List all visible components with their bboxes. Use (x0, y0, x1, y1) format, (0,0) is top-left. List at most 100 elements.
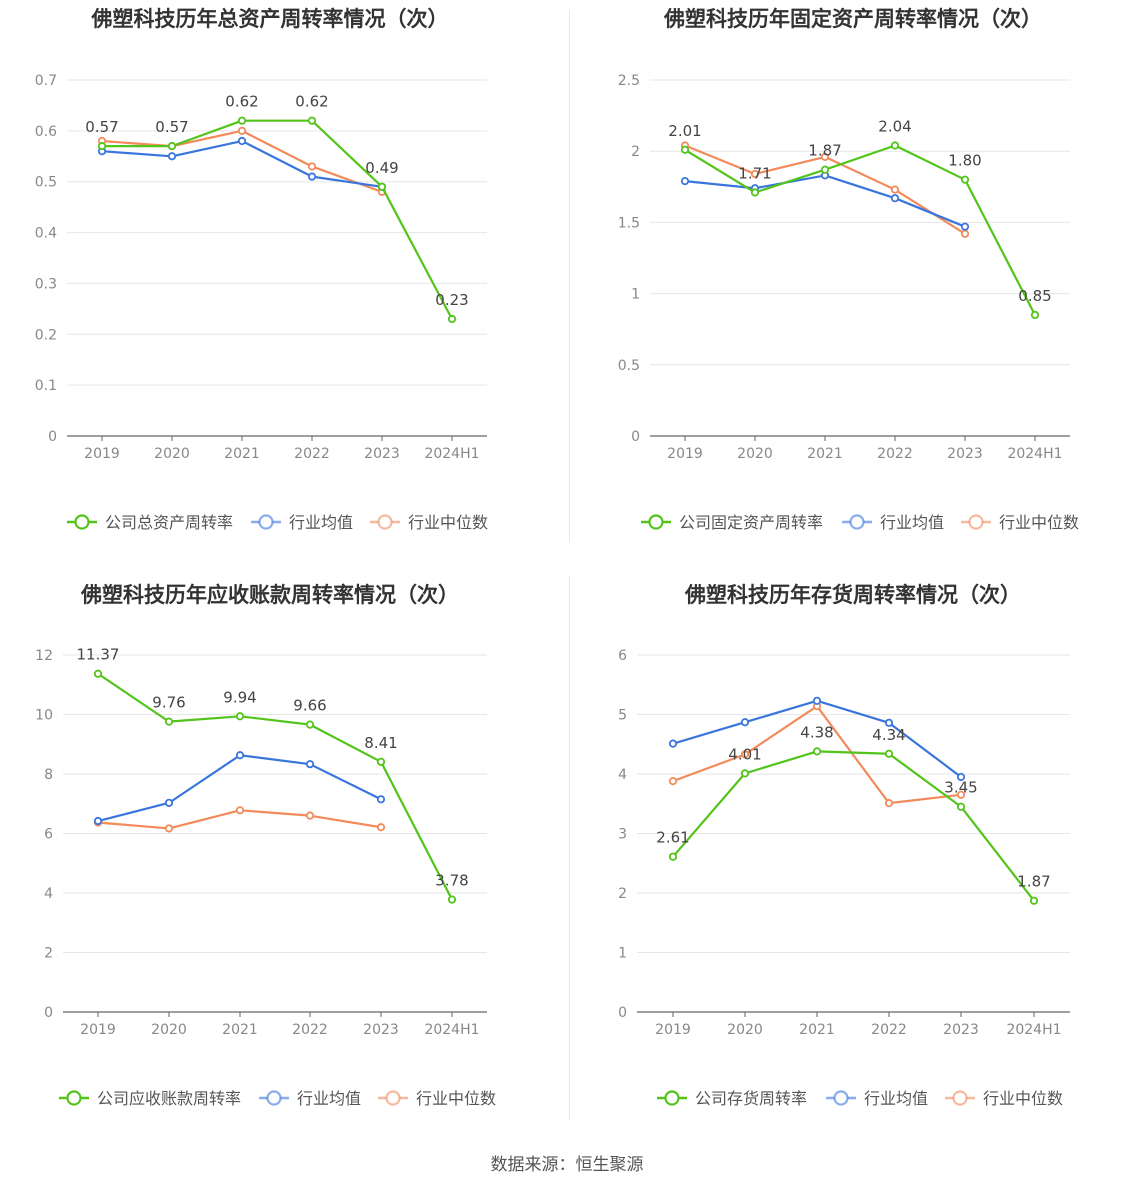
y-tick-label: 1.5 (618, 215, 640, 231)
legend-marker (952, 1090, 968, 1106)
legend-marker (66, 1090, 82, 1106)
legend-label: 公司总资产周转率 (105, 513, 233, 532)
legend-label: 行业均值 (864, 1089, 928, 1108)
x-tick-label: 2020 (737, 446, 773, 462)
data-label: 1.87 (808, 142, 841, 160)
y-tick-label: 0.4 (35, 226, 57, 242)
data-label: 4.38 (800, 723, 833, 741)
data-point-company (1030, 310, 1040, 320)
chart-panel-total-asset-turnover: 佛塑科技历年总资产周转率情况（次） 0 0.1 0.2 0.3 0.4 0.5 0.6 0.7 2… (0, 0, 567, 575)
legend-item-median: 行业中位数 (370, 513, 488, 532)
data-label: 2.04 (878, 118, 911, 136)
x-tick-label: 2020 (727, 1022, 763, 1038)
data-point-median (376, 823, 386, 832)
legend-label: 行业中位数 (999, 513, 1079, 532)
x-tick-label: 2024H1 (424, 1022, 479, 1038)
y-tick-label: 2.5 (618, 73, 640, 89)
data-point-avg (237, 136, 247, 146)
series-line-company (684, 144, 1036, 316)
data-label: 1.71 (738, 164, 771, 182)
y-tick-label: 1 (618, 946, 627, 962)
y-tick-label: 2 (631, 144, 640, 160)
legend-item-company: 公司应收账款周转率 (59, 1089, 241, 1108)
chart-fixed-asset-turnover: 佛塑科技历年固定资产周转率情况（次） 0 0.5 1 1.5 2 2.5 2019 2020 20… (618, 7, 1079, 532)
legend-marker (833, 1090, 849, 1106)
data-label: 0.49 (365, 159, 398, 177)
data-source-note: 数据来源：恒生聚源 (490, 1155, 644, 1175)
data-point-company (956, 802, 966, 811)
data-point-company (820, 165, 830, 174)
data-point-median (820, 152, 830, 161)
data-point-median (960, 229, 970, 238)
x-tick-label: 2023 (947, 446, 983, 462)
data-point-company (167, 142, 177, 151)
data-point-company (960, 175, 970, 184)
y-tick-label: 10 (35, 708, 53, 724)
series-line-company (672, 750, 1035, 902)
y-tick-label: 0.5 (618, 358, 640, 374)
y-tick-label: 1 (631, 287, 640, 303)
legend-marker (664, 1090, 680, 1106)
y-tick-label: 8 (44, 767, 53, 783)
x-tick-label: 2024H1 (1007, 446, 1062, 462)
legend-label: 行业均值 (880, 513, 944, 532)
legend-marker (74, 514, 90, 530)
data-label: 0.57 (85, 118, 118, 136)
y-tick-label: 6 (44, 827, 53, 843)
legend-item-avg: 行业均值 (842, 513, 944, 532)
y-tick-label: 4 (44, 886, 53, 902)
data-point-company (164, 717, 174, 726)
data-label: 9.94 (223, 688, 256, 706)
chart-panel-inventory-turnover: 佛塑科技历年存货周转率情况（次） 0 1 2 3 4 5 6 2019 2020 2021 2022 2… (567, 575, 1134, 1150)
data-label: 3.78 (435, 872, 468, 890)
chart-total-asset-turnover: 佛塑科技历年总资产周转率情况（次） 0 0.1 0.2 0.3 0.4 0.5 0.6 0.7 2… (35, 7, 488, 532)
data-label: 11.37 (77, 646, 120, 664)
legend-label: 公司存货周转率 (695, 1089, 807, 1108)
data-point-avg (307, 172, 317, 181)
legend-item-avg: 行业均值 (826, 1089, 928, 1108)
x-tick-label: 2023 (363, 1022, 399, 1038)
data-label: 4.34 (872, 726, 905, 744)
data-point-median (750, 169, 760, 179)
y-tick-label: 0.2 (35, 327, 57, 343)
legend-label: 公司固定资产周转率 (679, 513, 823, 532)
data-point-company (812, 747, 822, 756)
legend-marker (849, 514, 865, 530)
data-label: 1.80 (948, 152, 981, 170)
data-point-company (376, 757, 386, 766)
data-point-avg (167, 152, 177, 161)
legend-label: 行业均值 (297, 1089, 361, 1108)
y-tick-label: 12 (35, 648, 53, 664)
x-tick-label: 2019 (655, 1022, 691, 1038)
legend-item-median: 行业中位数 (961, 513, 1079, 532)
legend-label: 行业中位数 (408, 513, 488, 532)
y-tick-label: 5 (618, 708, 627, 724)
data-point-company (305, 720, 315, 729)
data-point-company (884, 749, 894, 758)
data-label: 0.57 (155, 118, 188, 136)
divider-bottom (569, 575, 570, 1120)
x-tick-label: 2024H1 (1006, 1022, 1061, 1038)
chart-receivables-turnover: 佛塑科技历年应收账款周转率情况（次） 0 2 4 6 8 10 12 2019 2020 2021 2… (35, 583, 496, 1108)
divider-top (569, 10, 570, 542)
legend-item-company: 公司固定资产周转率 (641, 513, 823, 532)
data-point-median (884, 799, 894, 808)
data-label: 9.76 (152, 694, 185, 712)
y-tick-label: 2 (618, 886, 627, 902)
y-tick-label: 6 (618, 648, 627, 664)
data-point-company (750, 188, 760, 197)
legend-item-median: 行业中位数 (945, 1089, 1063, 1108)
data-point-company (668, 852, 678, 861)
data-point-median (235, 806, 245, 815)
legend-label: 行业均值 (289, 513, 353, 532)
data-point-avg (93, 816, 103, 826)
data-label: 3.45 (944, 779, 977, 797)
legend-marker (266, 1090, 282, 1106)
y-tick-label: 0 (631, 429, 640, 445)
data-point-avg (812, 696, 822, 705)
y-tick-label: 0 (618, 1005, 627, 1021)
y-tick-label: 4 (618, 767, 627, 783)
y-tick-label: 0.1 (35, 378, 57, 394)
data-point-median (237, 126, 247, 135)
x-tick-label: 2021 (224, 446, 260, 462)
